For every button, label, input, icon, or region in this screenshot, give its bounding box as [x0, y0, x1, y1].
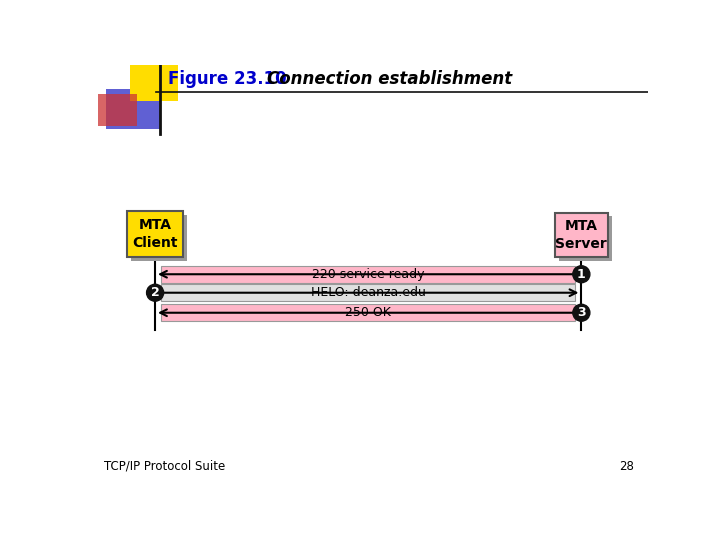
Circle shape	[573, 266, 590, 283]
Bar	[161, 304, 575, 321]
Bar	[127, 211, 183, 257]
Text: 250 OK: 250 OK	[346, 306, 391, 319]
Bar	[130, 65, 179, 101]
Bar	[131, 215, 187, 261]
Text: 1: 1	[577, 268, 586, 281]
Bar	[161, 284, 575, 301]
Bar	[555, 213, 608, 257]
Bar	[559, 217, 611, 261]
Text: 3: 3	[577, 306, 585, 319]
Text: TCP/IP Protocol Suite: TCP/IP Protocol Suite	[104, 460, 225, 473]
Text: 2: 2	[150, 286, 159, 299]
Text: HELO: deanza.edu: HELO: deanza.edu	[311, 286, 426, 299]
Text: 28: 28	[619, 460, 634, 473]
Text: Connection establishment: Connection establishment	[266, 70, 512, 89]
Circle shape	[573, 304, 590, 321]
Bar	[98, 94, 137, 126]
Circle shape	[147, 284, 163, 301]
Text: MTA
Client: MTA Client	[132, 218, 178, 251]
Text: MTA
Server: MTA Server	[555, 219, 607, 251]
Text: Figure 23.10: Figure 23.10	[168, 70, 286, 89]
Bar	[106, 89, 160, 129]
Bar	[161, 266, 575, 283]
Text: 220 service ready: 220 service ready	[312, 268, 425, 281]
